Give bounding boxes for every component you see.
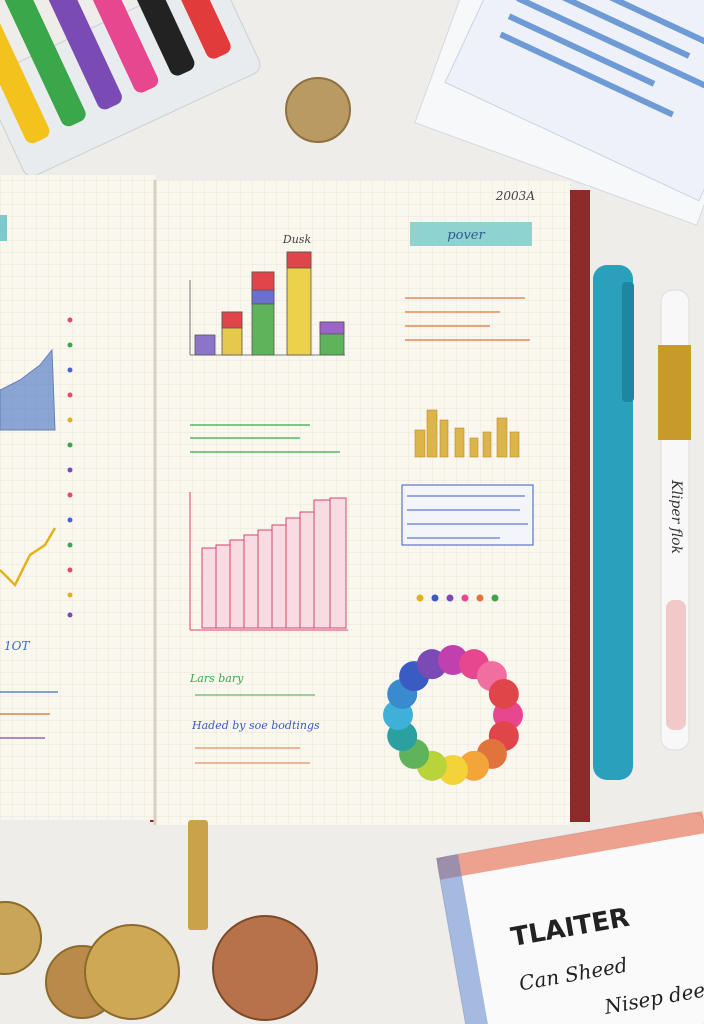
white-pen: Kliper flok xyxy=(658,289,691,751)
pink-chart xyxy=(189,492,348,631)
papers xyxy=(414,0,704,226)
left-page: 1OT xyxy=(0,215,73,739)
color-wheel xyxy=(383,645,523,785)
tab xyxy=(410,222,532,246)
left-label: 1OT xyxy=(4,639,30,653)
marker-case xyxy=(0,0,261,177)
note: Lars bary xyxy=(189,672,244,685)
chart-title: Dusk xyxy=(282,233,312,246)
date: 2003A xyxy=(495,189,536,203)
note: Haded by soe bodtings xyxy=(191,719,320,732)
pen-label: Kliper flok xyxy=(668,479,684,554)
small-bars xyxy=(414,409,520,458)
sketch-bar-chart xyxy=(189,251,345,356)
bookmark xyxy=(188,820,208,930)
wheel-petal xyxy=(488,678,519,709)
note-box xyxy=(401,484,534,546)
right-page: 2003A Dusk pover Lars bary Haded by soe … xyxy=(189,189,535,785)
coins xyxy=(0,901,318,1021)
teal-pen xyxy=(593,265,634,780)
card: TLAITER Can Sheed Nisep deez xyxy=(436,811,704,1024)
tab-label: pover xyxy=(447,228,485,243)
coin xyxy=(285,77,351,143)
